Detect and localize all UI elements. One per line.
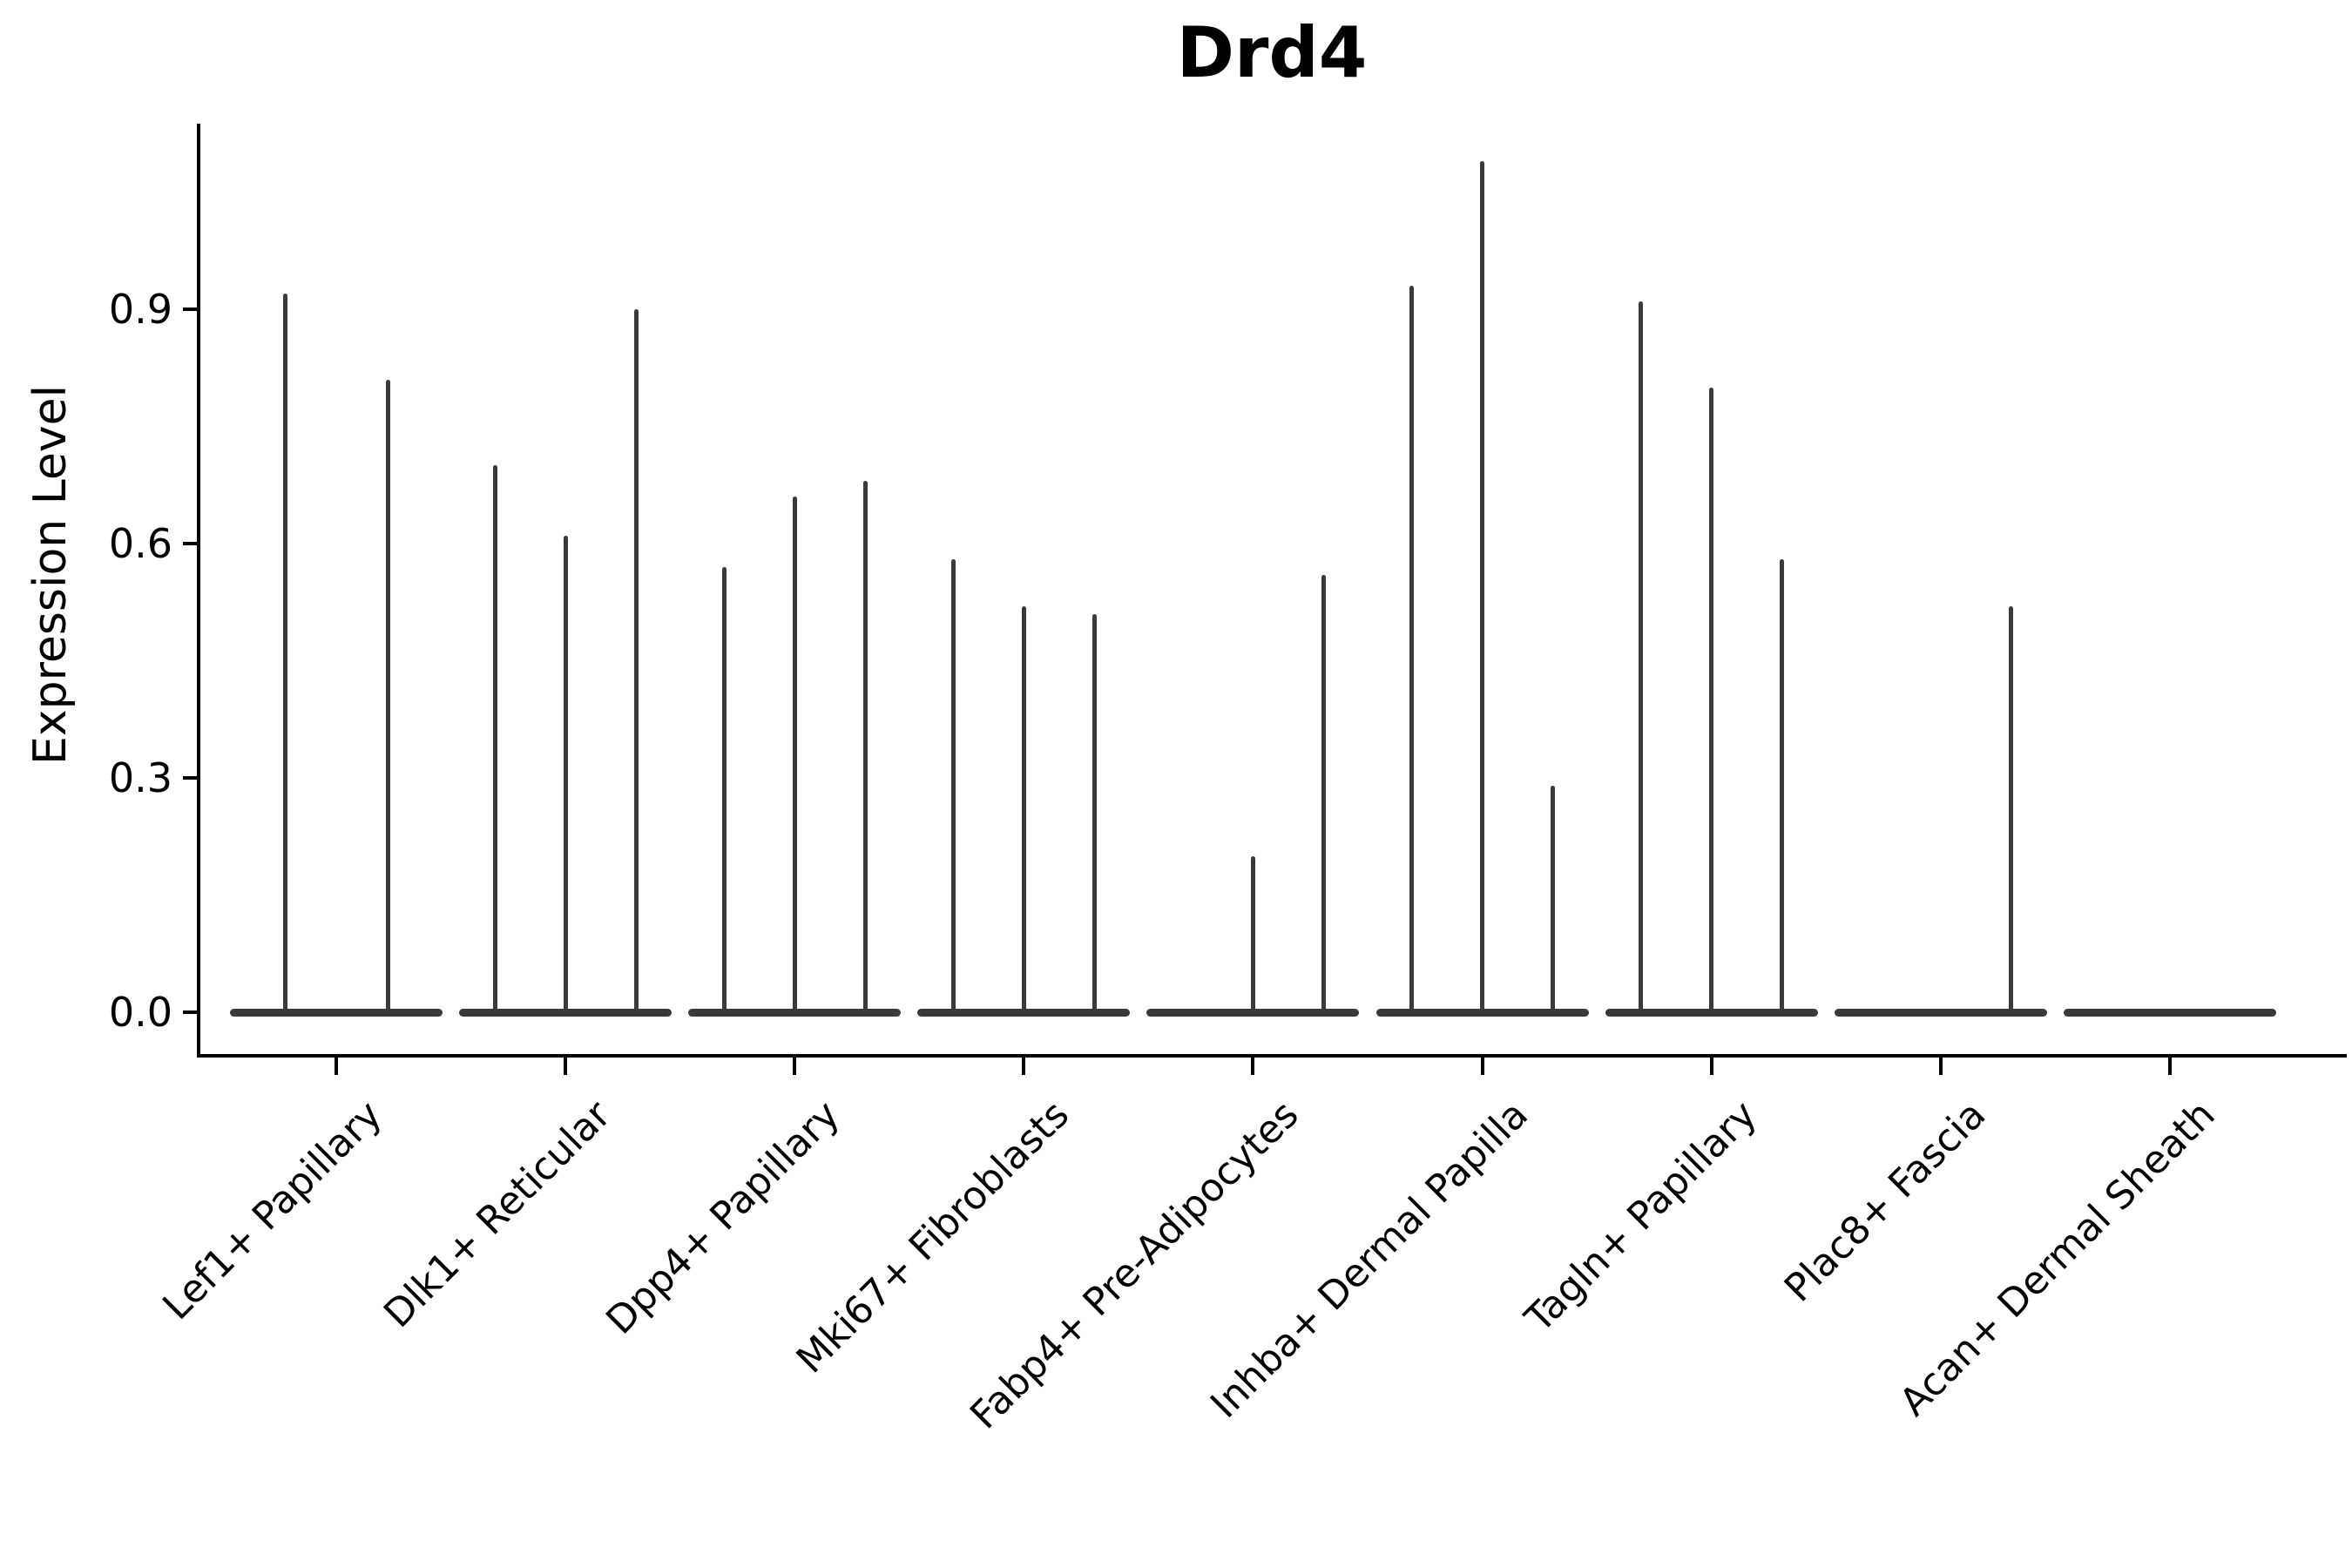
violin-spike	[1321, 574, 1326, 1017]
x-tick-label: Lef1+ Papillary	[153, 1092, 391, 1329]
chart-title: Drd4	[1176, 12, 1368, 93]
x-tick-label: Tagln+ Papillary	[1517, 1092, 1766, 1342]
y-tick-label: 0.3	[108, 754, 172, 801]
violin-spike	[1409, 286, 1414, 1017]
violin-spike	[1250, 855, 1255, 1017]
y-tick	[183, 1010, 197, 1014]
violin-spike	[862, 481, 868, 1017]
x-tick	[1480, 1058, 1484, 1075]
violin-spike	[721, 566, 727, 1017]
violin-spike	[1551, 785, 1555, 1017]
violin-base	[230, 1008, 443, 1017]
violin-spike	[492, 465, 497, 1017]
y-tick-label: 0.0	[108, 989, 172, 1036]
violin-spike	[950, 558, 956, 1017]
x-tick	[1251, 1058, 1255, 1075]
y-tick	[183, 541, 197, 545]
violin-spike	[1092, 613, 1097, 1017]
violin-spike	[282, 294, 287, 1017]
violin-spike	[633, 308, 639, 1017]
violin-spike	[1639, 301, 1644, 1017]
violin-spike	[2009, 605, 2014, 1017]
violin-base	[2063, 1008, 2276, 1017]
x-tick	[1709, 1058, 1713, 1075]
x-tick	[335, 1058, 338, 1075]
x-tick	[793, 1058, 797, 1075]
y-tick-label: 0.9	[108, 285, 172, 333]
x-tick-label: Dpp4+ Papillary	[598, 1092, 849, 1343]
violin-spike	[385, 379, 390, 1017]
x-tick-label: Plac8+ Fascia	[1776, 1092, 1995, 1311]
y-tick	[183, 775, 197, 780]
violin-spike	[1780, 558, 1785, 1017]
x-tick	[564, 1058, 568, 1075]
y-tick-label: 0.6	[108, 519, 172, 567]
violin-spike	[563, 536, 568, 1017]
violin-spike	[792, 497, 797, 1017]
violin-spike	[1021, 605, 1026, 1017]
y-tick	[183, 307, 197, 311]
x-tick	[1938, 1058, 1943, 1075]
y-axis-label: Expression Level	[24, 384, 77, 766]
violin-spike	[1709, 387, 1714, 1017]
violin-spike	[1480, 160, 1484, 1017]
x-tick	[2167, 1058, 2172, 1075]
y-axis-line	[197, 124, 200, 1058]
x-tick-label: Dlk1+ Reticular	[375, 1092, 620, 1336]
violin-base	[1834, 1008, 2047, 1017]
x-axis-line	[197, 1054, 2347, 1058]
x-tick	[1022, 1058, 1026, 1075]
